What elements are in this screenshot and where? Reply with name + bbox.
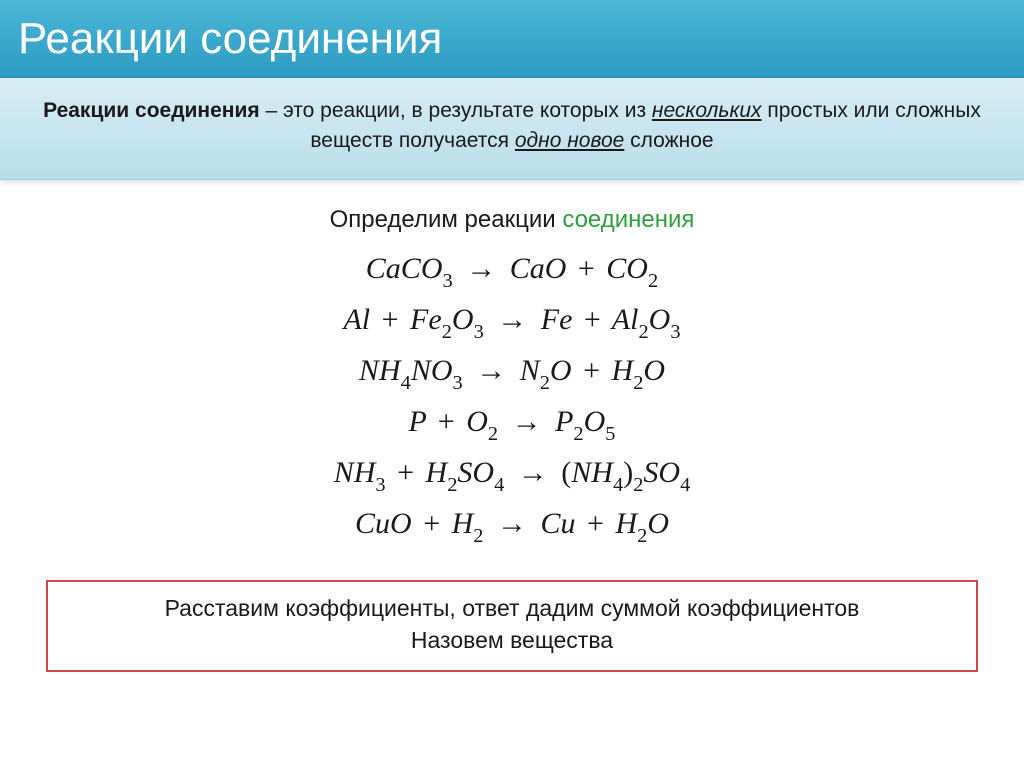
definition-lead: Реакции соединения [43, 99, 260, 122]
subtitle-green: соединения [562, 206, 694, 233]
equation-row: NH4NO3 → N2O + H2O [359, 354, 665, 393]
definition-part3: сложное [624, 129, 713, 152]
equation-row: CuO + H2 → Cu + H2O [355, 507, 669, 546]
equation-row: CaCO3 → CaO + CO2 [366, 252, 658, 291]
equation-row: P + O2 → P2O5 [409, 405, 616, 444]
definition-part1: – это реакции, в результате которых из [260, 99, 652, 122]
instruction-box: Расставим коэффициенты, ответ дадим сумм… [46, 580, 978, 672]
definition-bar: Реакции соединения – это реакции, в резу… [0, 78, 1024, 180]
equation-row: Al + Fe2O3 → Fe + Al2O3 [343, 303, 680, 342]
definition-emphasis1: нескольких [652, 99, 762, 122]
equation-row: NH3 + H2SO4 → (NH4)2SO4 [334, 456, 691, 495]
page-title: Реакции соединения [18, 14, 442, 64]
subtitle: Определим реакции соединения [0, 206, 1024, 234]
definition-emphasis2: одно новое [515, 129, 624, 152]
instruction-line2: Назовем вещества [68, 624, 956, 656]
definition-text: Реакции соединения – это реакции, в резу… [30, 96, 994, 157]
title-bar: Реакции соединения [0, 0, 1024, 78]
instruction-line1: Расставим коэффициенты, ответ дадим сумм… [68, 592, 956, 624]
equations-list: CaCO3 → CaO + CO2 Al + Fe2O3 → Fe + Al2O… [0, 252, 1024, 546]
subtitle-black: Определим реакции [330, 206, 563, 233]
